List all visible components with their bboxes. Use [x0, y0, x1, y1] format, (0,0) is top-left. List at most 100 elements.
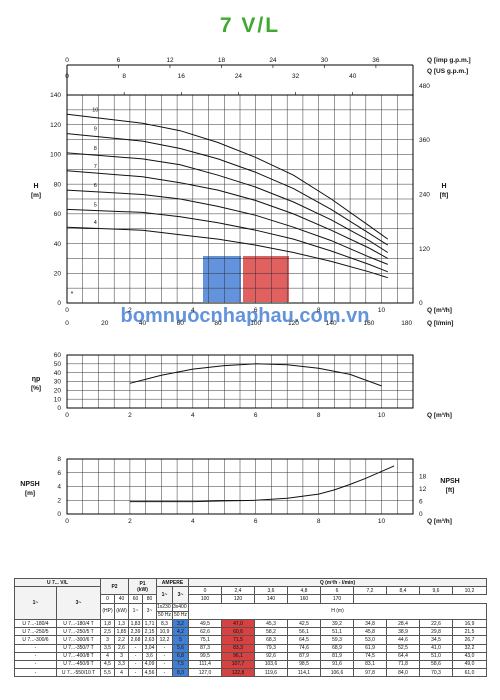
table-cell: 92,6	[254, 651, 288, 661]
watermark-logo-blue	[203, 256, 241, 302]
top-tick-label-us: 40	[349, 73, 357, 80]
table-cell: 4	[114, 668, 129, 678]
table-cell: -	[156, 643, 173, 653]
v1-label: 1x230 V	[156, 602, 173, 612]
table-row: U 7...-300/6 U 7...-300/6 T 3 2,2 2,68 2,63 12…	[14, 635, 487, 645]
q-lmin: 80	[142, 594, 157, 604]
table-cell: 111,4	[188, 659, 222, 670]
series-label: 9	[94, 127, 97, 133]
table-cell: 8,3	[156, 618, 173, 629]
table-cell: -	[128, 668, 143, 678]
table-cell: 97,8	[353, 668, 387, 678]
x-tick-label: 10	[378, 307, 386, 314]
series-label: 8	[94, 146, 97, 152]
x-tick-label: 0	[65, 518, 69, 525]
x-axis-label: Q [m³/h]	[427, 518, 452, 525]
table-cell: -	[14, 659, 57, 670]
table-cell: 4,56	[142, 668, 157, 678]
top-tick-label-us: 24	[235, 73, 243, 80]
right-tick-label: 0	[419, 511, 423, 518]
y-tick-label: 0	[57, 300, 61, 307]
y-tick-label: 50	[54, 361, 62, 368]
amp-3ph: 3~	[172, 586, 189, 604]
y-tick-label: 100	[50, 152, 61, 159]
table-cell: 1,71	[142, 618, 157, 629]
table-cell: 103,6	[254, 659, 288, 670]
x-tick-label: 6	[254, 307, 258, 314]
top-tick-label-imp: 6	[117, 57, 121, 64]
table-cell: U 7...-300/6 T	[56, 635, 101, 645]
table-cell: -	[156, 651, 173, 661]
hz3-label: 50 Hz	[172, 610, 189, 620]
y-tick-label: 120	[50, 122, 61, 129]
v3-label: 3x400 V	[172, 602, 189, 612]
table-cell: 2,2	[114, 635, 129, 645]
table-cell: 81,9	[320, 651, 354, 661]
x-tick-label: 6	[254, 412, 258, 419]
x-tick-label: 6	[254, 518, 258, 525]
table-cell: 107,7	[221, 659, 255, 670]
table-cell: 53,0	[353, 635, 387, 645]
q-lmin: 170	[320, 594, 354, 604]
right-tick-label: 120	[419, 246, 430, 253]
table-cell: 12,2	[156, 635, 173, 645]
table-cell: 2,5	[100, 627, 115, 637]
table-cell: 1,85	[114, 627, 129, 637]
hz1-label: 50 Hz	[156, 610, 173, 620]
table-cell: 3,04	[142, 643, 157, 653]
q-m3h: 9,6	[419, 586, 453, 596]
p2-header: P2	[100, 577, 129, 596]
table-cell: U 7...-400/8 T	[56, 651, 101, 661]
table-cell: 3	[114, 651, 129, 661]
table-cell: -	[14, 643, 57, 653]
table-cell: 74,5	[353, 651, 387, 661]
q-lmin: 100	[188, 594, 222, 604]
table-cell: 21,5	[452, 627, 487, 637]
table-cell: 122,8	[221, 668, 255, 678]
x2-tick-label: 80	[214, 320, 222, 327]
table-cell: 83,3	[221, 643, 255, 653]
top-tick-label-us: 32	[292, 73, 300, 80]
table-cell: 99,5	[188, 651, 222, 661]
pump-charts: bomnuocnhaphau.com.vn 020406080100120140…	[20, 57, 471, 525]
table-cell: 28,4	[386, 618, 420, 629]
table-cell: U 7...-350/7 T	[56, 643, 101, 653]
amp-1ph: 1~	[156, 586, 173, 604]
table-cell: 62,6	[188, 627, 222, 637]
table-cell: 4,09	[142, 659, 157, 670]
right-tick-label: 18	[419, 473, 427, 480]
x2-tick-label: 20	[101, 320, 109, 327]
top-axis-label-imp: Q [imp g.p.m.]	[427, 57, 471, 64]
table-cell: 3,6	[142, 651, 157, 661]
table-cell: 51,0	[419, 651, 453, 661]
table-cell: -	[156, 668, 173, 678]
y-axis-unit-right: [ft]	[446, 487, 455, 494]
x-tick-label: 2	[128, 518, 132, 525]
table-cell: 64,4	[386, 651, 420, 661]
table-cell: 1,83	[128, 618, 143, 629]
table-cell: 2,63	[142, 635, 157, 645]
table-cell: 2,15	[142, 627, 157, 637]
watermark-logo-red	[243, 256, 289, 302]
table-cell: 96,1	[221, 651, 255, 661]
plot-frame	[66, 354, 414, 409]
top-tick-label-us: 0	[65, 73, 69, 80]
top-tick-label-imp: 0	[65, 57, 69, 64]
table-cell: 3	[100, 635, 115, 645]
table-cell: 16,9	[452, 618, 487, 629]
x2-tick-label: 140	[326, 320, 337, 327]
x2-tick-label: 40	[139, 320, 147, 327]
top-tick-label-imp: 24	[269, 57, 277, 64]
series-line	[66, 208, 388, 273]
q-m3h: 3,6	[254, 586, 288, 596]
y-axis-label: H	[33, 183, 38, 190]
table-cell: U 7...-180/4	[14, 618, 57, 629]
y-tick-label: 8	[57, 456, 61, 463]
top-tick-label-imp: 30	[321, 57, 329, 64]
table-cell: 4	[100, 651, 115, 661]
q-m3h: 2,4	[221, 586, 255, 596]
table-cell: 32,2	[452, 643, 487, 653]
q-m3h: 7,2	[353, 586, 387, 596]
table-cell: 49,5	[188, 618, 222, 629]
table-cell: 41,0	[419, 643, 453, 653]
